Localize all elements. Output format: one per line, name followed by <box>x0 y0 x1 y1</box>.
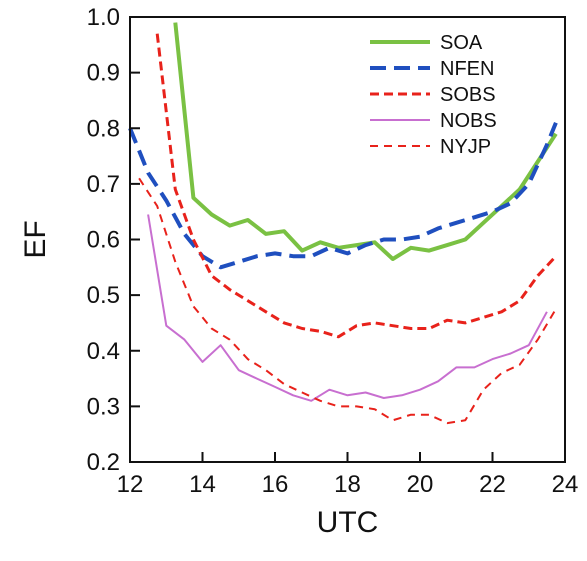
x-tick-label: 12 <box>117 471 144 498</box>
legend-label-nyjp: NYJP <box>440 136 491 158</box>
x-tick-label: 24 <box>552 471 579 498</box>
series-line-nyjp <box>138 177 557 425</box>
y-axis-label: EF <box>19 220 52 258</box>
y-tick-label: 1.0 <box>87 4 120 31</box>
legend-label-nfen: NFEN <box>440 58 494 80</box>
y-tick-label: 0.2 <box>87 449 120 476</box>
series-layer <box>128 22 558 425</box>
y-tick-label: 0.9 <box>87 60 120 87</box>
x-tick-label: 20 <box>407 471 434 498</box>
x-tick-label: 18 <box>334 471 361 498</box>
series-line-nobs <box>147 214 548 402</box>
legend-label-soa: SOA <box>440 32 483 54</box>
legend: SOA NFEN SOBS NOBS NYJP <box>370 32 497 158</box>
x-tick-label: 22 <box>479 471 506 498</box>
y-tick-label: 0.4 <box>87 338 120 365</box>
legend-label-sobs: SOBS <box>440 84 496 106</box>
y-tick-label: 0.5 <box>87 282 120 309</box>
series-line-sobs <box>155 33 557 339</box>
y-tick-label: 0.8 <box>87 115 120 142</box>
x-axis-label: UTC <box>317 506 379 539</box>
y-tick-label: 0.6 <box>87 227 120 254</box>
ticks-layer: 12 14 16 18 20 22 24 0.2 0.3 0.4 0.5 0.6 0.7 0.8 0.9 1.… <box>87 4 579 498</box>
x-tick-label: 16 <box>262 471 289 498</box>
y-tick-label: 0.7 <box>87 171 120 198</box>
y-tick-label: 0.3 <box>87 393 120 420</box>
x-tick-label: 14 <box>189 471 216 498</box>
series-line-soa <box>173 22 558 261</box>
legend-label-nobs: NOBS <box>440 110 497 132</box>
